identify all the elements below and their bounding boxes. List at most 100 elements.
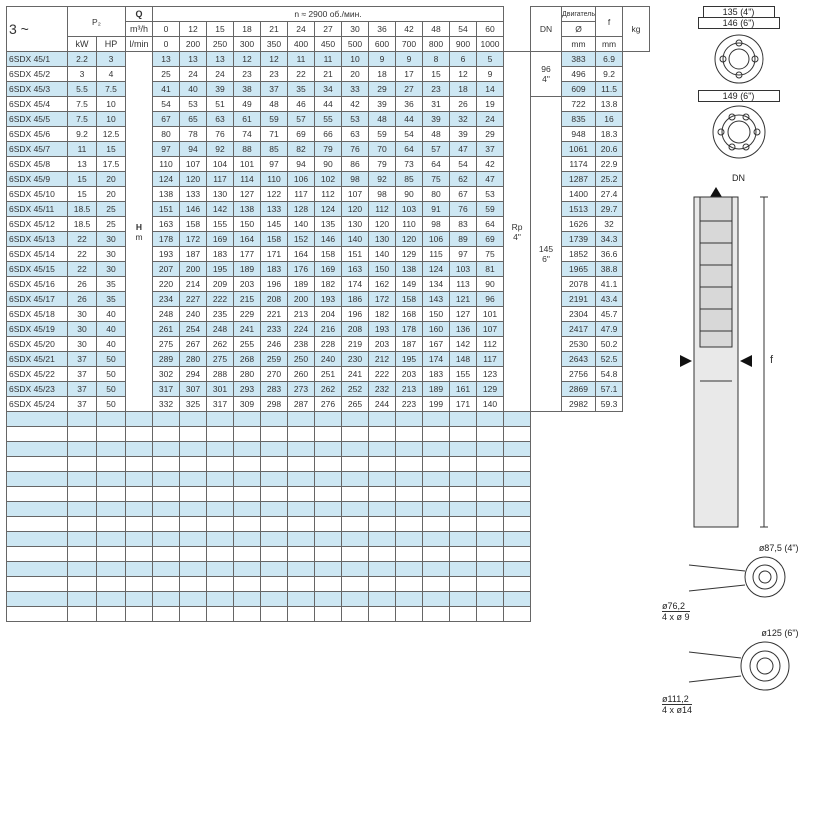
h-cell: 112 bbox=[315, 187, 342, 202]
q-top-4: 21 bbox=[261, 22, 288, 37]
h-cell: 244 bbox=[369, 397, 396, 412]
h-cell: 223 bbox=[396, 397, 423, 412]
h-cell: 26 bbox=[450, 97, 477, 112]
table-row-empty bbox=[7, 547, 650, 562]
h-cell: 186 bbox=[342, 292, 369, 307]
q-bot-0: 0 bbox=[153, 37, 180, 52]
h-cell: 101 bbox=[477, 307, 504, 322]
h-cell: 138 bbox=[153, 187, 180, 202]
kw-cell: 7.5 bbox=[68, 97, 97, 112]
flange-4-icon bbox=[679, 553, 799, 601]
h-cell: 32 bbox=[450, 112, 477, 127]
h-cell: 149 bbox=[396, 277, 423, 292]
f-cell: 1287 bbox=[562, 172, 596, 187]
h-cell: 112 bbox=[369, 202, 396, 217]
h-cell: 70 bbox=[369, 142, 396, 157]
h-cell: 14 bbox=[477, 82, 504, 97]
kw-cell: 18.5 bbox=[68, 202, 97, 217]
f-cell: 2982 bbox=[562, 397, 596, 412]
h-cell: 155 bbox=[450, 367, 477, 382]
motor-cell: 1456" bbox=[531, 97, 562, 412]
h-cell: 130 bbox=[207, 187, 234, 202]
h-cell: 76 bbox=[342, 142, 369, 157]
h-cell: 220 bbox=[153, 277, 180, 292]
h-cell: 67 bbox=[450, 187, 477, 202]
q-bot-10: 800 bbox=[423, 37, 450, 52]
h-cell: 151 bbox=[153, 202, 180, 217]
model-cell: 6SDX 45/5 bbox=[7, 112, 68, 127]
table-row-empty bbox=[7, 562, 650, 577]
q-top-1: 12 bbox=[180, 22, 207, 37]
h-cell: 189 bbox=[234, 262, 261, 277]
pump-side-icon: f bbox=[656, 183, 816, 543]
hp-cell: 40 bbox=[97, 307, 126, 322]
hp-cell: 40 bbox=[97, 337, 126, 352]
h-cell: 120 bbox=[369, 217, 396, 232]
h-cell: 325 bbox=[180, 397, 207, 412]
h-cell: 24 bbox=[477, 112, 504, 127]
dim-76: ø76,2 bbox=[662, 601, 685, 611]
h-cell: 135 bbox=[315, 217, 342, 232]
hp-cell: 17.5 bbox=[97, 157, 126, 172]
h-cell: 189 bbox=[423, 382, 450, 397]
h-cell: 107 bbox=[342, 187, 369, 202]
kw-cell: 37 bbox=[68, 352, 97, 367]
h-cell: 123 bbox=[477, 367, 504, 382]
h-cell: 176 bbox=[288, 262, 315, 277]
model-cell: 6SDX 45/9 bbox=[7, 172, 68, 187]
h-cell: 23 bbox=[234, 67, 261, 82]
h-cell: 11 bbox=[288, 52, 315, 67]
q-top-11: 54 bbox=[450, 22, 477, 37]
h-cell: 240 bbox=[315, 352, 342, 367]
kg-cell: 50.2 bbox=[596, 337, 623, 352]
h-cell: 172 bbox=[180, 232, 207, 247]
h-cell: 162 bbox=[369, 277, 396, 292]
h-cell: 98 bbox=[342, 172, 369, 187]
q-top-2: 15 bbox=[207, 22, 234, 37]
table-row-empty bbox=[7, 517, 650, 532]
h-cell: 23 bbox=[261, 67, 288, 82]
hp-cell: 3 bbox=[97, 52, 126, 67]
h-cell: 255 bbox=[234, 337, 261, 352]
kw-cell: 11 bbox=[68, 142, 97, 157]
h-cell: 79 bbox=[315, 142, 342, 157]
kg-cell: 9.2 bbox=[596, 67, 623, 82]
h-cell: 103 bbox=[396, 202, 423, 217]
kw-cell: 5.5 bbox=[68, 82, 97, 97]
h-cell: 178 bbox=[153, 232, 180, 247]
h-cell: 142 bbox=[207, 202, 234, 217]
h-cell: 193 bbox=[315, 292, 342, 307]
h-cell: 74 bbox=[234, 127, 261, 142]
h-cell: 22 bbox=[288, 67, 315, 82]
h-cell: 76 bbox=[207, 127, 234, 142]
h-cell: 254 bbox=[180, 322, 207, 337]
h-cell: 150 bbox=[369, 262, 396, 277]
hp-cell: 20 bbox=[97, 172, 126, 187]
h-cell: 82 bbox=[288, 142, 315, 157]
h-cell: 117 bbox=[288, 187, 315, 202]
h-cell: 92 bbox=[207, 142, 234, 157]
h-cell: 309 bbox=[234, 397, 261, 412]
h-cell: 59 bbox=[477, 202, 504, 217]
model-cell: 6SDX 45/18 bbox=[7, 307, 68, 322]
h-cell: 280 bbox=[180, 352, 207, 367]
h-cell: 134 bbox=[423, 277, 450, 292]
h-cell: 6 bbox=[450, 52, 477, 67]
h-cell: 55 bbox=[315, 112, 342, 127]
f-mm: mm bbox=[596, 37, 623, 52]
q-top-3: 18 bbox=[234, 22, 261, 37]
hp-cell: 50 bbox=[97, 352, 126, 367]
q-top-6: 27 bbox=[315, 22, 342, 37]
dn-label: DN bbox=[656, 173, 821, 183]
h-cell: 298 bbox=[261, 397, 288, 412]
h-cell: 24 bbox=[207, 67, 234, 82]
h-cell: 39 bbox=[423, 112, 450, 127]
h-cell: 37 bbox=[261, 82, 288, 97]
h-cell: 167 bbox=[423, 337, 450, 352]
f-cell: 722 bbox=[562, 97, 596, 112]
h-cell: 140 bbox=[342, 232, 369, 247]
kg-cell: 29.7 bbox=[596, 202, 623, 217]
model-cell: 6SDX 45/23 bbox=[7, 382, 68, 397]
h-cell: 36 bbox=[396, 97, 423, 112]
f-cell: 2191 bbox=[562, 292, 596, 307]
